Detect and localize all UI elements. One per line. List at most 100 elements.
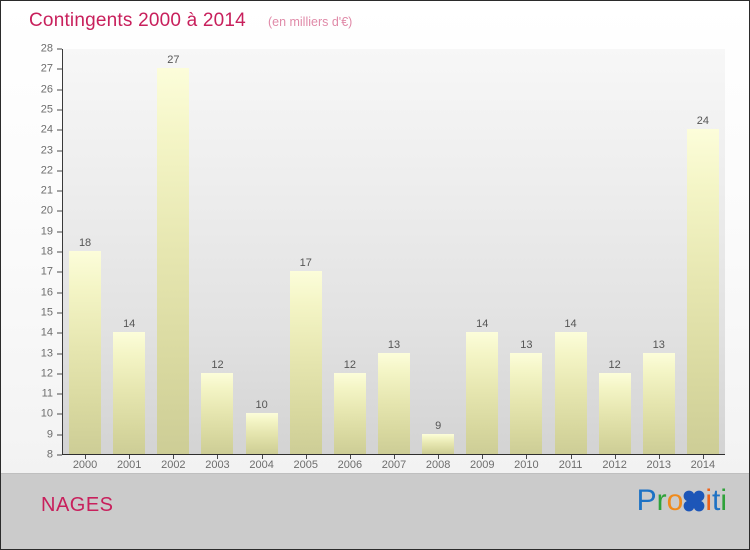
x-axis-tick-label: 2000: [72, 459, 98, 471]
bar[interactable]: [289, 271, 322, 454]
y-axis-labels: 8 9 10 11 12 13 14 15 16 17 18 19 20 21 22 23 24 25 26 27 28: [23, 42, 57, 461]
x-axis-tick-mark: [482, 455, 484, 459]
y-axis-tick-mark: [57, 434, 62, 436]
chart-subtitle: (en milliers d'€): [267, 15, 353, 29]
y-axis-line: [62, 49, 63, 454]
bar[interactable]: [113, 332, 146, 454]
y-axis-tick-label: 28: [40, 42, 53, 55]
y-axis-tick-mark: [57, 373, 62, 375]
bar-value-label: 13: [387, 338, 401, 351]
bar[interactable]: [598, 372, 631, 454]
y-axis-tick-mark: [57, 393, 62, 395]
y-axis-tick-label: 22: [40, 164, 53, 177]
x-axis-tick-label: 2004: [249, 459, 274, 471]
footer-bar: NAGES Pro iti: [1, 473, 749, 549]
bar-column[interactable]: [328, 46, 372, 454]
brand-x-icon: [683, 486, 705, 516]
bars-layer: 18 14 27 12 10 17 12 13 9 14 13 14 12 13 24: [63, 46, 725, 459]
x-axis-tick-mark: [614, 455, 616, 459]
bar-column[interactable]: [416, 46, 460, 454]
place-name: NAGES: [41, 494, 114, 516]
x-axis-tick-mark: [702, 455, 704, 459]
x-axis-tick-label: 2011: [558, 459, 583, 471]
y-axis-tick-mark: [57, 312, 62, 314]
bar[interactable]: [378, 352, 410, 454]
bar-column[interactable]: [63, 46, 107, 454]
brand-letter: r: [656, 484, 667, 517]
y-axis-tick-label: 12: [40, 367, 53, 380]
bar[interactable]: [554, 332, 587, 454]
bar[interactable]: [69, 251, 102, 454]
y-axis-tick-mark: [57, 190, 62, 192]
x-axis-tick-label: 2001: [116, 459, 142, 471]
bar-value-label: 12: [343, 358, 356, 371]
bar-column[interactable]: [240, 46, 284, 454]
bar-column[interactable]: [460, 46, 504, 454]
bar[interactable]: [510, 352, 543, 454]
bar-value-label: 12: [608, 358, 621, 371]
bar-column[interactable]: [151, 46, 195, 454]
bar[interactable]: [466, 332, 499, 454]
y-axis-tick-label: 8: [46, 448, 53, 461]
bar[interactable]: [642, 352, 675, 454]
bar-column[interactable]: [504, 46, 548, 454]
bar[interactable]: [157, 68, 190, 454]
x-axis-tick-label: 2008: [425, 459, 451, 471]
bar-column[interactable]: [593, 46, 637, 454]
y-axis-tick-label: 9: [46, 428, 53, 441]
y-axis-tick-mark: [57, 231, 62, 233]
bar-column[interactable]: [107, 46, 151, 454]
x-axis-tick-label: 2009: [470, 459, 495, 471]
x-axis-tick-label: 2012: [602, 459, 627, 471]
y-axis-ticks: [57, 46, 63, 458]
chart-plot: 8 9 10 11 12 13 14 15 16 17 18 19 20 21 22 23 24 25 26 27 28…: [23, 42, 725, 471]
x-axis-line: [62, 454, 725, 455]
bar-value-label: 10: [255, 399, 268, 412]
y-axis-tick-mark: [57, 129, 62, 131]
bar[interactable]: [245, 413, 278, 454]
bar-column[interactable]: [681, 46, 725, 454]
y-axis-tick-label: 25: [40, 103, 53, 116]
chart-header: Contingents 2000 à 2014 (en milliers d'€…: [29, 10, 352, 32]
bar[interactable]: [686, 129, 719, 454]
bar[interactable]: [201, 372, 234, 454]
y-axis-tick-mark: [57, 89, 62, 91]
bar-value-label: 13: [520, 338, 533, 351]
proxiti-logo[interactable]: Pro iti: [637, 486, 727, 516]
x-axis-labels: 2000 2001 2002 2003 2004 2005 2006 2007 2008 2009…: [63, 460, 725, 478]
bar-column[interactable]: [637, 46, 681, 454]
y-axis-tick-label: 17: [40, 265, 53, 278]
x-axis-tick-mark: [570, 455, 572, 459]
bar-column[interactable]: [549, 46, 593, 454]
bar-value-label: 12: [211, 358, 224, 371]
x-axis-tick-mark: [173, 455, 175, 459]
page-title: Contingents 2000 à 2014: [29, 10, 246, 31]
bar-column[interactable]: [284, 46, 328, 454]
x-axis-tick-mark: [261, 455, 263, 459]
bar-column[interactable]: [372, 46, 416, 454]
x-axis-tick-mark: [394, 455, 395, 459]
bar-column[interactable]: [195, 46, 239, 454]
x-axis-tick-mark: [305, 455, 307, 459]
y-axis-tick-mark: [57, 332, 62, 334]
brand-letter: P: [636, 484, 657, 517]
x-axis-tick-label: 2005: [293, 459, 318, 471]
x-axis-tick-mark: [85, 455, 87, 459]
x-axis-tick-label: 2014: [690, 459, 716, 471]
x-axis-tick-label: 2010: [514, 459, 539, 471]
bar-value-label: 18: [78, 237, 92, 249]
y-axis-tick-mark: [57, 210, 62, 212]
bar-value-label: 17: [299, 257, 312, 270]
y-axis-tick-mark: [57, 454, 62, 456]
bar[interactable]: [333, 372, 366, 454]
y-axis-tick-mark: [57, 150, 62, 151]
brand-letter: i: [720, 484, 727, 517]
y-axis-tick-label: 27: [40, 62, 53, 75]
bar-value-label: 14: [123, 318, 136, 331]
x-axis-tick-label: 2007: [381, 459, 407, 471]
y-axis-tick-label: 10: [40, 407, 53, 420]
y-axis-tick-mark: [57, 48, 62, 50]
y-axis-tick-label: 11: [41, 387, 53, 400]
bar[interactable]: [422, 433, 455, 454]
